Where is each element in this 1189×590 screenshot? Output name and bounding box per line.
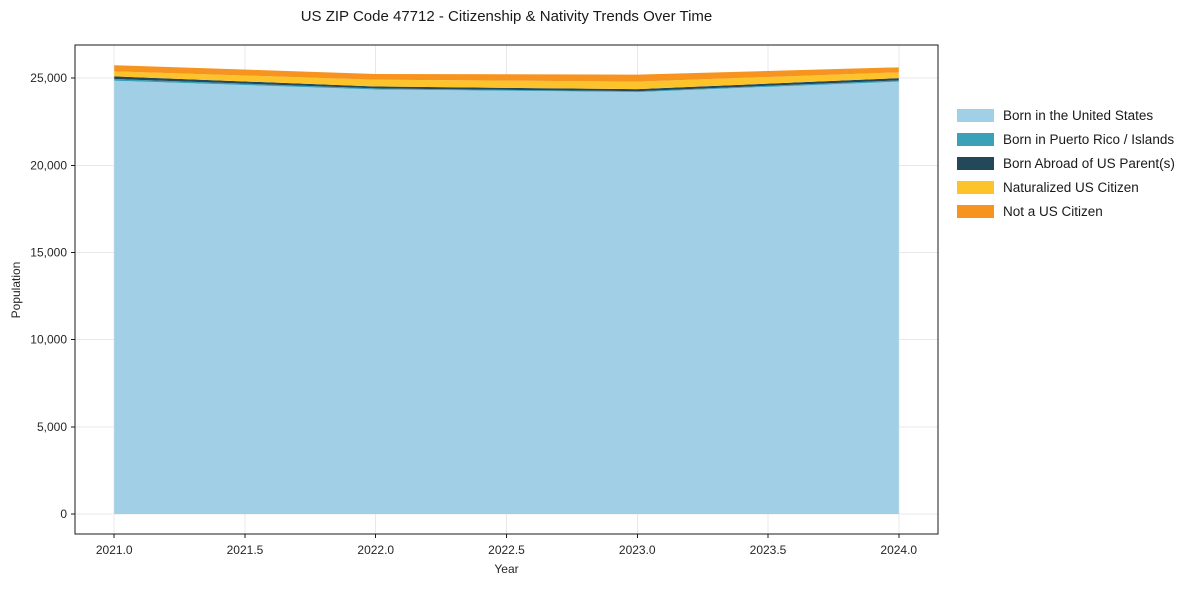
y-tick-label: 0 [60, 507, 67, 521]
legend-item-puerto-rico: Born in Puerto Rico / Islands [957, 127, 1175, 151]
y-tick-label: 15,000 [30, 245, 67, 259]
legend-swatch-born-abroad [957, 156, 994, 170]
area-series-2 [114, 76, 899, 92]
chart-title: US ZIP Code 47712 - Citizenship & Nativi… [300, 8, 713, 25]
legend-label-naturalized: Naturalized US Citizen [1003, 179, 1139, 195]
legend-label-born-us: Born in the United States [1003, 107, 1154, 123]
x-tick-label: 2021.0 [96, 543, 133, 557]
area-series-4 [114, 65, 899, 82]
y-axis-label: Population [9, 261, 23, 319]
legend-item-born-abroad: Born Abroad of US Parent(s) [957, 151, 1175, 175]
legend-item-born-us: Born in the United States [957, 103, 1175, 127]
y-tick-label: 10,000 [30, 333, 67, 347]
legend-swatch-born-us [957, 108, 994, 122]
x-tick-label: 2023.0 [619, 543, 656, 557]
area-series-1 [114, 78, 899, 93]
x-tick-label: 2021.5 [227, 543, 264, 557]
y-tick-label: 20,000 [30, 158, 67, 172]
legend-label-not-citizen: Not a US Citizen [1003, 203, 1103, 219]
legend-label-born-abroad: Born Abroad of US Parent(s) [1003, 155, 1175, 171]
x-tick-label: 2024.0 [880, 543, 917, 557]
x-axis-label: Year [494, 562, 519, 576]
legend-item-naturalized: Naturalized US Citizen [957, 175, 1175, 199]
legend-swatch-naturalized [957, 180, 994, 194]
x-tick-label: 2023.5 [750, 543, 787, 557]
y-tick-label: 25,000 [30, 71, 67, 85]
y-tick-label: 5,000 [37, 420, 67, 434]
x-tick-label: 2022.0 [357, 543, 394, 557]
area-series-3 [114, 71, 899, 90]
area-series-0 [114, 80, 899, 514]
legend-item-not-citizen: Not a US Citizen [957, 199, 1175, 223]
legend-label-puerto-rico: Born in Puerto Rico / Islands [1003, 131, 1175, 147]
legend-swatch-not-citizen [957, 204, 994, 218]
legend: Born in the United States Born in Puerto… [957, 103, 1175, 223]
x-tick-label: 2022.5 [488, 543, 525, 557]
legend-swatch-puerto-rico [957, 132, 994, 146]
